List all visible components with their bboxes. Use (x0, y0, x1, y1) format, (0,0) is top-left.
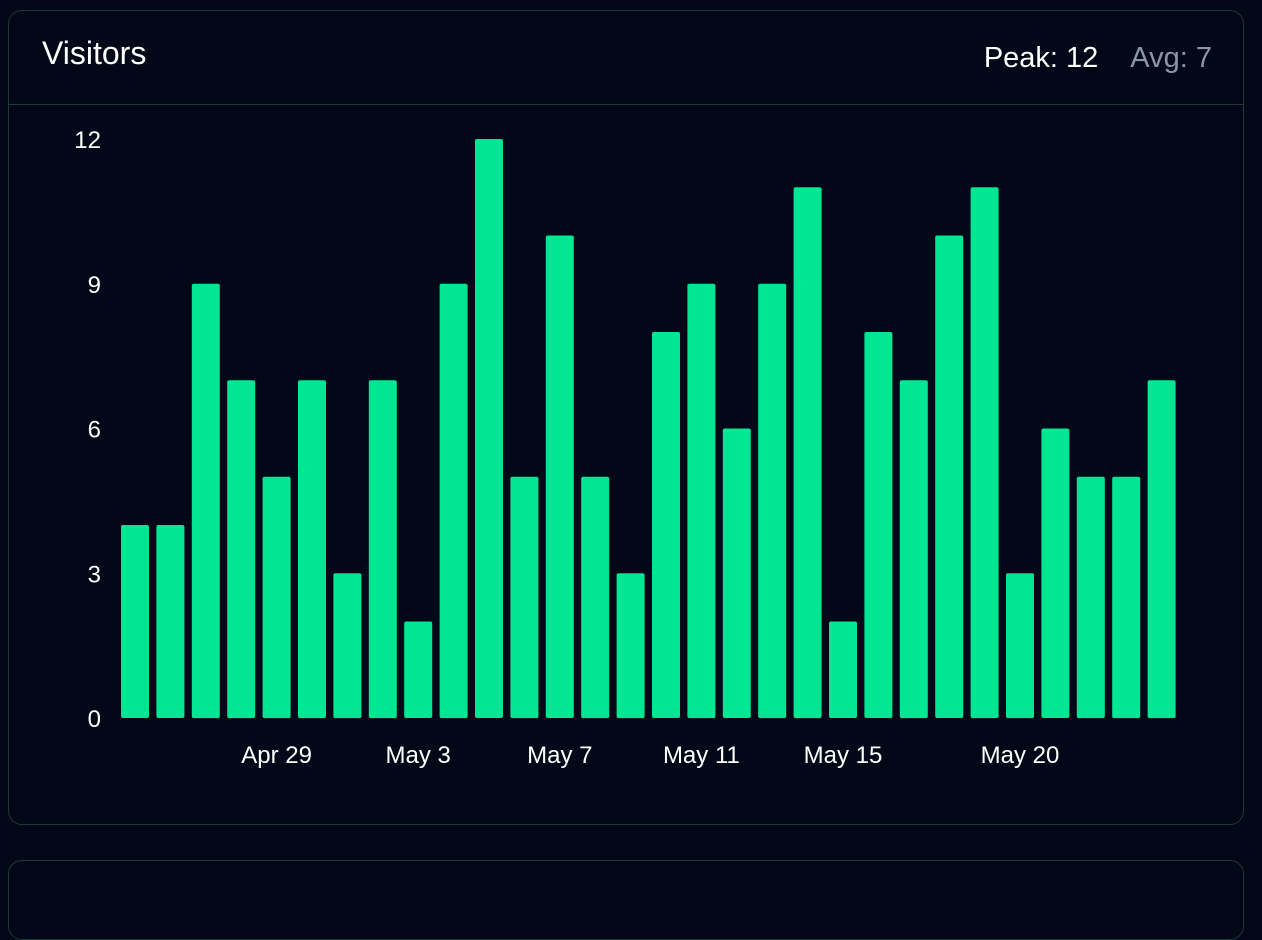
avg-stat: Avg: 7 (1130, 42, 1212, 74)
y-tick-label: 3 (88, 561, 101, 588)
bar-may-12[interactable] (722, 428, 751, 719)
bar-may-7[interactable] (545, 235, 574, 719)
bar-may-20[interactable] (1006, 573, 1034, 719)
bar-may-8[interactable] (581, 476, 610, 719)
x-tick-label: May 11 (663, 742, 740, 769)
y-tick-label: 6 (88, 417, 101, 444)
bar-may-6[interactable] (510, 476, 539, 719)
x-axis-ticks: Apr 29 May 3 May 7 May 11 May 15 May 20 (241, 742, 1059, 769)
y-tick-label: 9 (88, 272, 101, 299)
bar-apr-28[interactable] (227, 380, 256, 719)
bar-may-3[interactable] (404, 621, 433, 719)
bar-may-11[interactable] (687, 283, 716, 719)
x-tick-label: May 15 (804, 742, 883, 769)
bar-apr-25[interactable] (121, 525, 149, 718)
bar-may-17[interactable] (899, 380, 928, 719)
bar-may-14[interactable] (793, 187, 822, 719)
x-tick-label: May 20 (981, 742, 1060, 769)
bar-may-19[interactable] (970, 187, 999, 719)
y-tick-label: 12 (74, 127, 101, 154)
bar-may-10[interactable] (652, 332, 680, 718)
x-tick-label: May 7 (527, 742, 592, 769)
bar-may-4[interactable] (439, 283, 468, 719)
bar-apr-29[interactable] (262, 476, 291, 719)
x-tick-label: May 3 (386, 742, 451, 769)
bar-may-16[interactable] (864, 332, 893, 718)
visitors-card: Visitors Peak: 12 Avg: 7 0 3 6 9 12 Apr 29 Ma… (8, 10, 1244, 825)
card-title: Visitors (42, 35, 147, 71)
bar-may-13[interactable] (758, 283, 787, 719)
bar-may-21[interactable] (1041, 428, 1070, 719)
card-header: Visitors Peak: 12 Avg: 7 (9, 11, 1243, 105)
peak-stat: Peak: 12 (983, 42, 1099, 74)
bar-may-1[interactable] (333, 573, 362, 719)
stats: Peak: 12 Avg: 7 (984, 40, 1212, 76)
bar-apr-30[interactable] (298, 380, 326, 719)
bar-may-22[interactable] (1076, 476, 1105, 719)
x-tick-label: Apr 29 (241, 742, 312, 769)
bar-may-18[interactable] (935, 235, 964, 719)
bar-may-2[interactable] (368, 380, 397, 719)
bar-apr-26[interactable] (156, 525, 185, 718)
second-card (8, 860, 1244, 940)
y-tick-label: 0 (88, 706, 101, 733)
bar-may-9[interactable] (616, 573, 645, 719)
y-axis-ticks: 0 3 6 9 12 (74, 127, 101, 733)
bar-may-24[interactable] (1147, 380, 1176, 719)
bar-apr-27[interactable] (191, 283, 220, 719)
bar-may-23[interactable] (1112, 476, 1141, 719)
bars (121, 139, 1176, 719)
bar-may-5[interactable] (475, 139, 503, 718)
visitors-bar-chart: 0 3 6 9 12 Apr 29 May 3 May 7 May 11 May 15 May 2… (74, 127, 1176, 769)
bar-may-15[interactable] (829, 621, 857, 719)
